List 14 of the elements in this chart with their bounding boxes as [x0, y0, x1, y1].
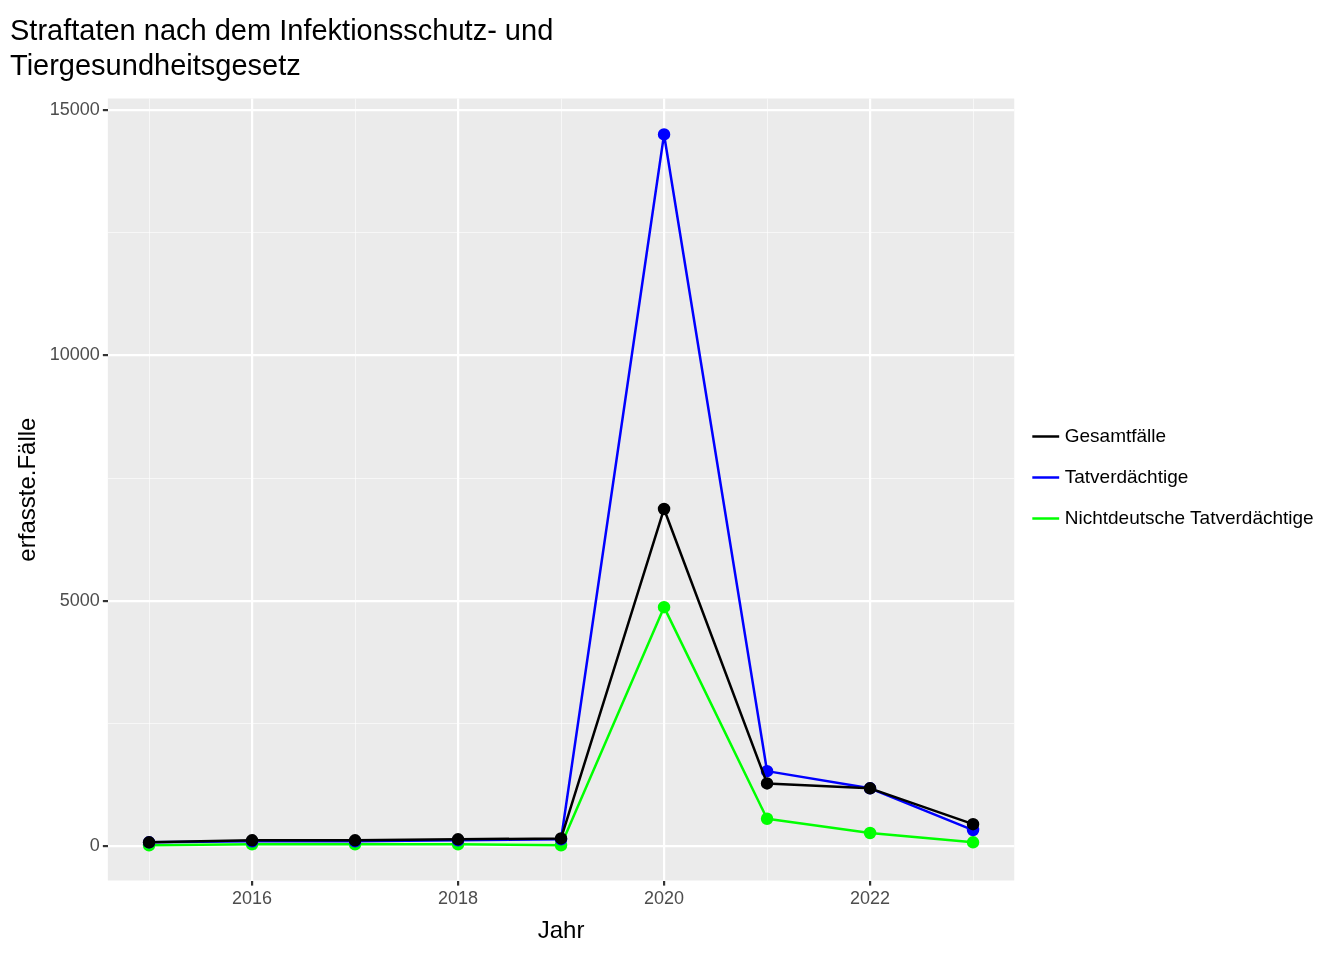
- y-tick-label: 0: [89, 835, 100, 856]
- x-tick-label: 2022: [850, 888, 891, 909]
- y-axis-title: erfasste.Fälle: [13, 417, 41, 562]
- y-tick-label: 5000: [59, 589, 100, 610]
- x-axis-title: Jahr: [537, 916, 585, 944]
- x-tick-label: 2018: [438, 888, 479, 909]
- x-tick-label: 2020: [644, 888, 685, 909]
- legend-label: Gesamtfälle: [1064, 424, 1167, 446]
- x-tick-label: 2016: [232, 888, 273, 909]
- legend-label: Tatverdächtige: [1064, 465, 1189, 487]
- legend-label: Nichtdeutsche Tatverdächtige: [1064, 506, 1314, 528]
- chart-title: Straftaten nach dem Infektionsschutz- und Tiergesundheitsgesetz: [10, 14, 554, 82]
- y-tick-label: 10000: [49, 344, 100, 365]
- y-tick-label: 15000: [49, 98, 100, 119]
